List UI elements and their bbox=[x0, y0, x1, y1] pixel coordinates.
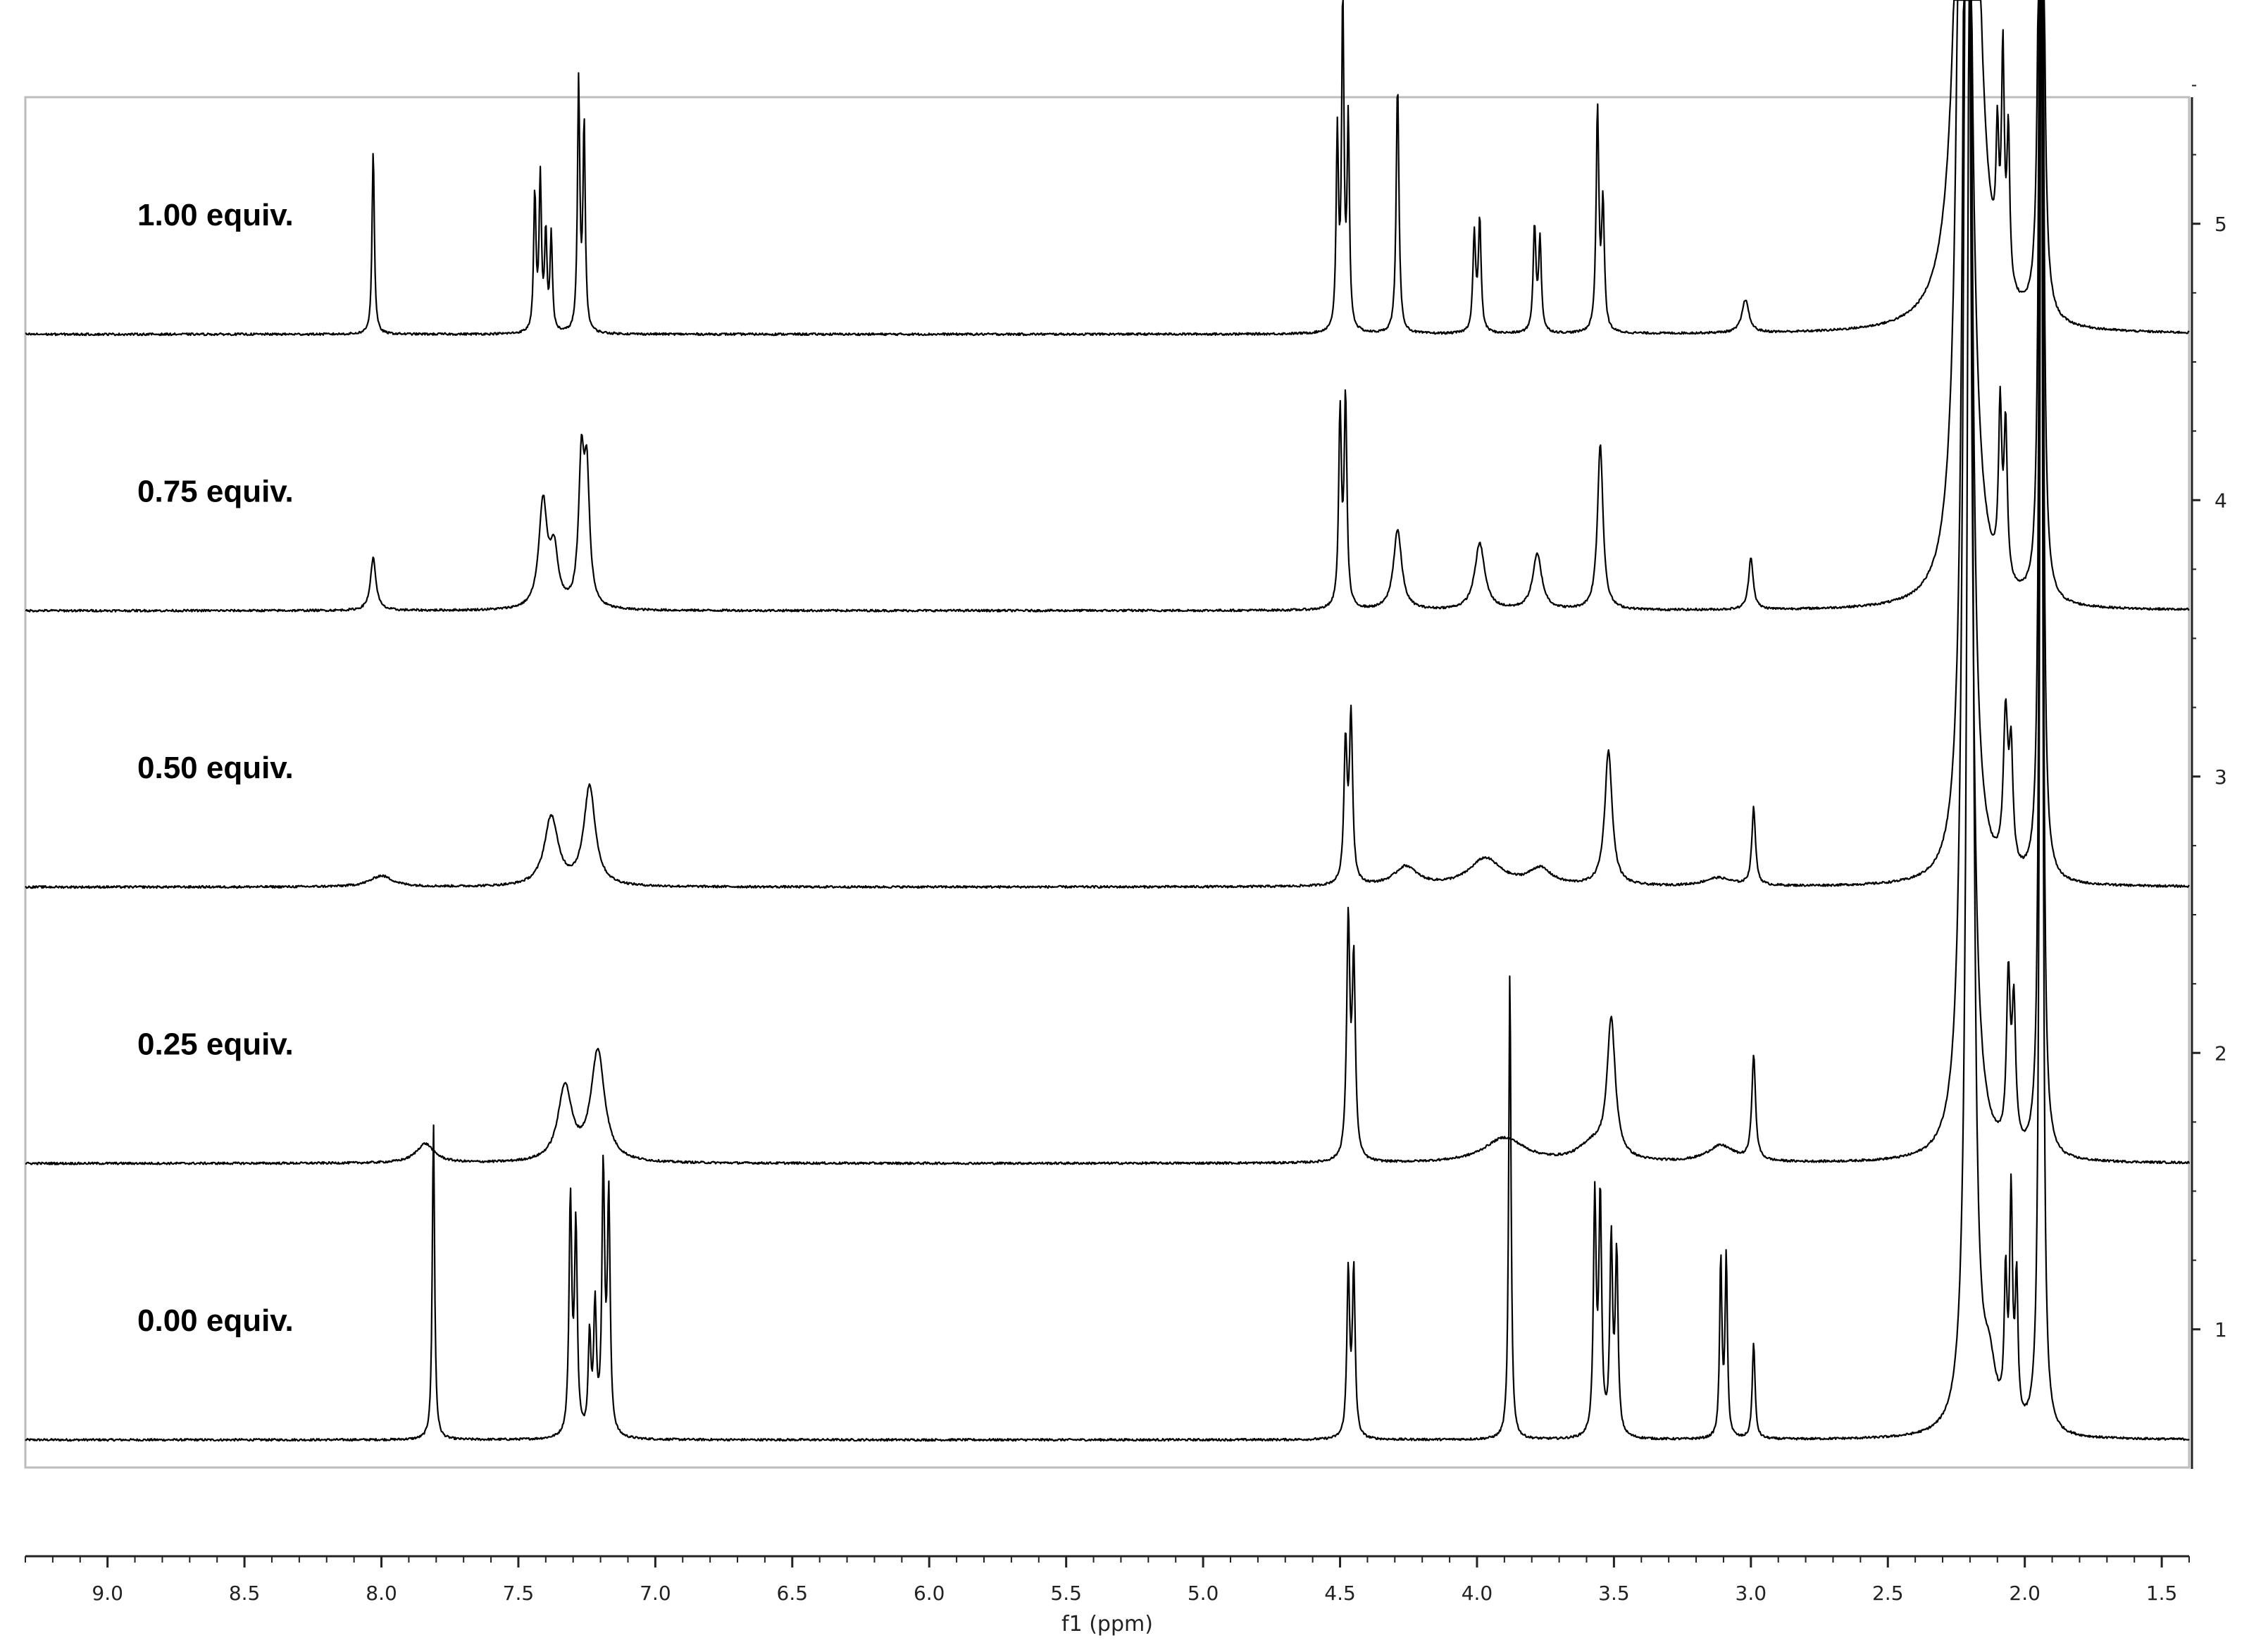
x-axis-title: f1 (ppm) bbox=[1061, 1612, 1153, 1637]
x-axis-tick-label: 6.5 bbox=[777, 1582, 809, 1605]
spectrum-trace bbox=[25, 0, 2190, 1442]
right-axis-tick-label: 1 bbox=[2214, 1318, 2227, 1341]
x-axis: 9.0 8.5 8.0 7.5 7.0 6.5 6.0 5.5 5.0 4.5 4.0 3.5 3.0 2… bbox=[25, 1555, 2190, 1605]
right-axis: 1 2 3 4 5 bbox=[2191, 85, 2227, 1469]
right-axis-tick-label: 3 bbox=[2214, 765, 2227, 789]
x-axis-tick-label: 7.0 bbox=[640, 1582, 671, 1605]
x-axis-tick-label: 8.0 bbox=[366, 1582, 397, 1605]
right-axis-tick-label: 4 bbox=[2214, 489, 2227, 512]
right-axis-tick-label: 2 bbox=[2214, 1041, 2227, 1065]
series-label: 0.00 equiv. bbox=[137, 1303, 294, 1338]
x-axis-tick-label: 4.5 bbox=[1324, 1582, 1356, 1605]
series-label: 1.00 equiv. bbox=[137, 198, 294, 232]
plot-frame bbox=[24, 96, 2191, 1469]
x-axis-tick-label: 5.0 bbox=[1188, 1582, 1219, 1605]
x-axis-tick-label: 1.5 bbox=[2146, 1582, 2178, 1605]
x-axis-tick-label: 6.0 bbox=[914, 1582, 945, 1605]
x-axis-tick-label: 4.0 bbox=[1462, 1582, 1493, 1605]
x-axis-tick-label: 3.5 bbox=[1598, 1582, 1630, 1605]
x-axis-tick-label: 7.5 bbox=[503, 1582, 535, 1605]
x-axis-tick-label: 8.5 bbox=[229, 1582, 261, 1605]
series-label: 0.50 equiv. bbox=[137, 751, 294, 785]
x-axis-tick-label: 2.0 bbox=[2009, 1582, 2041, 1605]
spectrum-trace bbox=[25, 0, 2190, 889]
right-axis-tick-label: 5 bbox=[2214, 213, 2227, 236]
spectrum-trace bbox=[25, 0, 2190, 337]
series-label: 0.25 equiv. bbox=[137, 1027, 294, 1061]
series-labels: 0.00 equiv. 0.25 equiv. 0.50 equiv. 0.75 eq… bbox=[137, 198, 294, 1338]
x-axis-tick-label: 2.5 bbox=[1872, 1582, 1904, 1605]
spectrum-trace bbox=[25, 0, 2191, 1165]
x-axis-tick-label: 9.0 bbox=[92, 1582, 123, 1605]
x-axis-tick-label: 5.5 bbox=[1050, 1582, 1082, 1605]
series-label: 0.75 equiv. bbox=[137, 474, 294, 508]
x-axis-tick-label: 3.0 bbox=[1736, 1582, 1767, 1605]
spectra-group bbox=[25, 0, 2191, 1442]
spectrum-trace bbox=[25, 0, 2190, 613]
